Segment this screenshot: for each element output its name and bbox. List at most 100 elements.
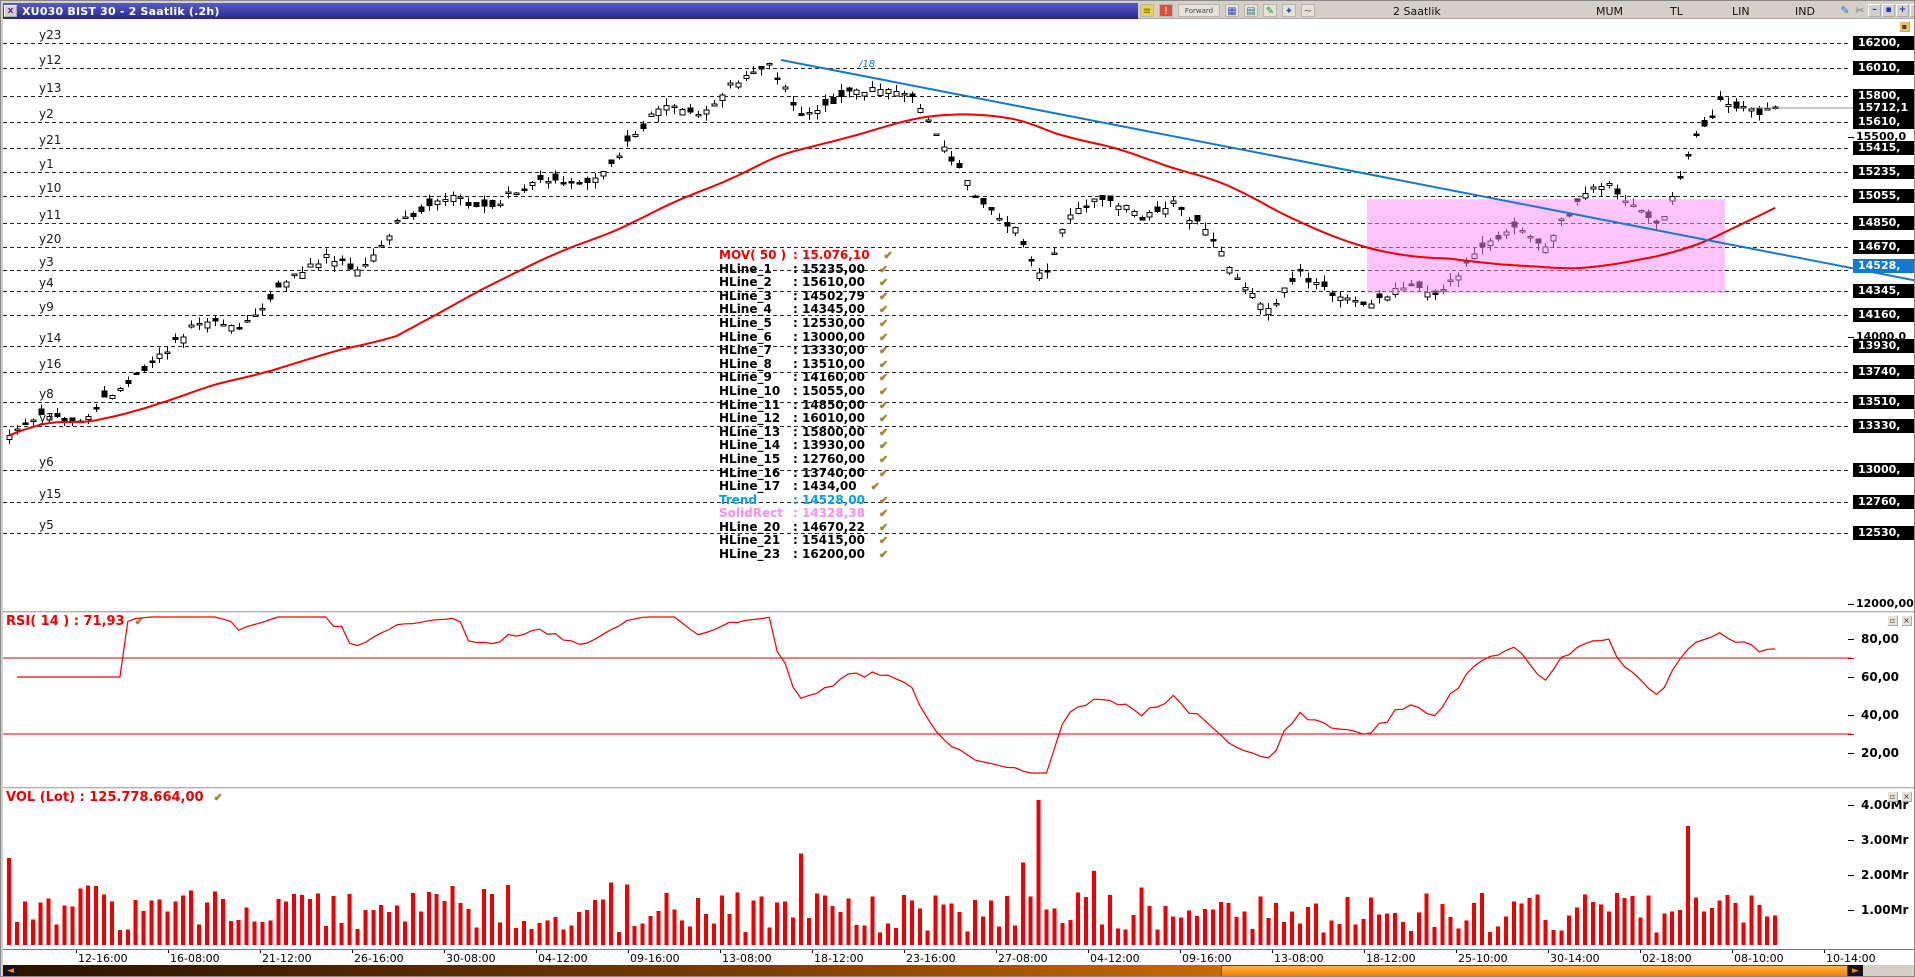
hline-price-chip: 12530, [1853,526,1914,540]
legend-check-icon[interactable]: ✔ [878,412,889,426]
legend-check-icon[interactable]: ✔ [878,303,889,317]
charttype-mum[interactable]: MUM [1596,5,1624,18]
pen-icon[interactable]: ✎ [1838,4,1852,17]
rsi-line [16,616,1776,774]
workspace-icon[interactable]: ≡ [1140,4,1154,17]
cut-icon[interactable]: ✂ [1853,4,1867,17]
panel-divider[interactable] [3,787,1914,789]
legend-check-icon[interactable]: ✔ [883,249,893,262]
rsi-chart [3,616,1851,774]
vol-axis-label: 1.00Mr [1861,903,1909,917]
legend-check-icon[interactable]: ✔ [878,262,889,276]
legend-item-value: : 12760,00 [793,451,865,466]
rsi-close-button[interactable]: × [1901,615,1912,626]
hline-price-chip: 13000, [1853,463,1914,477]
print-icon[interactable]: ▤ [1244,4,1258,17]
time-axis-label: 12-16:00 [78,952,128,965]
title-bar: x XU030 BIST 30 - 2 Saatlik (.2h) [3,3,1138,19]
hline-price-chip: 15415, [1853,141,1914,155]
legend-item-name: HLine_2 [719,275,772,290]
legend-item-name: HLine_11 [719,397,781,412]
legend-item-name: HLine_16 [719,465,781,480]
legend-item-value: : 14670,22 [793,519,865,534]
chart-toolbar: ≡! Forward ▦ ▤ ✎ ✦ ~ 2 Saatlik MUM TL LIN IND … [1138,3,1914,19]
close-button[interactable]: × [1910,4,1914,17]
time-axis-label: 26-16:00 [354,952,404,965]
forward-icon[interactable]: Forward [1178,4,1220,17]
legend-check-icon[interactable]: ✔ [878,548,889,562]
legend-check-icon[interactable]: ✔ [878,316,889,330]
legend-check-icon[interactable]: ✔ [878,276,889,290]
scrollbar-thumb[interactable] [1221,965,1848,976]
draw-icon[interactable]: ✎ [1263,4,1277,17]
legend-item-name: HLine_20 [719,519,781,534]
legend-item-value: : 1434,00 [793,479,857,494]
vol-restore-button[interactable]: ▫ [1887,791,1898,802]
rsi-restore-button[interactable]: ▫ [1887,615,1898,626]
legend-item-value: : 13330,00 [793,343,865,358]
legend-check-icon[interactable]: ✔ [878,289,889,303]
chart-close-icon[interactable]: x [4,5,17,17]
compass-icon[interactable]: ✦ [1282,4,1296,17]
legend-check-icon[interactable]: ✔ [878,330,889,344]
indicator-menu[interactable]: IND [1795,5,1815,18]
alarm-icon[interactable]: ! [1159,4,1173,17]
legend-check-icon[interactable]: ✔ [878,507,889,521]
legend-item-value: : 16010,00 [793,411,865,426]
scroll-left-arrow-icon[interactable]: ◄ [3,965,18,976]
legend-check-icon[interactable]: ✔ [878,452,889,466]
legend-item-name: HLine_12 [719,411,781,426]
hline-left-label: y4 [39,276,54,290]
rsi-axis-label: 40,00 [1861,708,1899,722]
time-axis[interactable]: 12-16:00 16-08:00 21-12:00 26-16:00 30-08:00… [3,949,1914,965]
minimize-button[interactable]: – [1868,4,1881,17]
trend-line [780,59,1914,282]
wave-icon[interactable]: ~ [1301,4,1315,17]
vol-toggle-check-icon[interactable]: ✔ [213,791,223,804]
legend-item-value: : 16200,00 [793,547,865,562]
scroll-right-arrow-icon[interactable]: ► [1848,965,1863,976]
panel-divider[interactable] [3,611,1914,613]
vol-close-button[interactable]: × [1901,791,1912,802]
legend-row: Trend: 14528,00 ✔ [719,493,893,508]
maximize-button[interactable]: + [1896,4,1909,17]
legend-check-icon[interactable]: ✔ [878,520,889,534]
charttype-tl[interactable]: TL [1670,5,1683,18]
legend-check-icon[interactable]: ✔ [878,384,889,398]
legend-check-icon[interactable]: ✔ [878,534,889,548]
scrollbar-track[interactable] [18,965,1221,976]
restore-button[interactable]: ▪ [1882,4,1895,17]
hline-left-label: y6 [39,455,54,469]
legend-row: HLine_20 : 14670,22 ✔ [719,519,893,535]
legend-check-icon[interactable]: ✔ [878,357,889,371]
legend-check-icon[interactable]: ✔ [878,371,889,385]
legend-check-icon[interactable]: ✔ [878,439,889,453]
legend-row: HLine_12 : 16010,00 ✔ [719,412,893,426]
vol-axis-label: 3.00Mr [1861,833,1909,847]
legend-item-value: : 13510,00 [793,356,865,371]
legend-check-icon[interactable]: ✔ [870,480,880,494]
last-price-chip: 15712,1 [1853,101,1914,115]
solid-rect-drawing [1367,199,1725,294]
legend-check-icon[interactable]: ✔ [878,344,889,358]
rsi-toggle-check-icon[interactable]: ✔ [134,615,144,628]
legend-check-icon[interactable]: ✔ [878,466,889,480]
matrix-icon[interactable]: ▦ [1225,4,1239,17]
legend-check-icon[interactable]: ✔ [878,425,889,439]
legend-item-value: : 14160,00 [793,370,865,385]
time-axis-label: 08-10:00 [1734,952,1784,965]
price-panel-properties-button[interactable]: ▪ [1899,21,1910,32]
legend-item-value: : 15415,00 [793,533,865,548]
time-axis-label: 30-08:00 [446,952,496,965]
legend-item-value: : 14345,00 [793,302,865,317]
legend-check-icon[interactable]: ✔ [878,398,889,412]
interval-selector[interactable]: 2 Saatlik [1393,5,1441,18]
legend-row: HLine_16: 13740,00 ✔ [719,465,893,481]
hline-price-chip: 16010, [1853,61,1914,75]
hline-left-label: y5 [39,518,54,532]
legend-item-value: : 13000,00 [793,329,865,344]
axis-scale-label: 12000,00 [1856,597,1914,610]
legend-check-icon[interactable]: ✔ [878,493,889,507]
scale-lin[interactable]: LIN [1732,5,1750,18]
